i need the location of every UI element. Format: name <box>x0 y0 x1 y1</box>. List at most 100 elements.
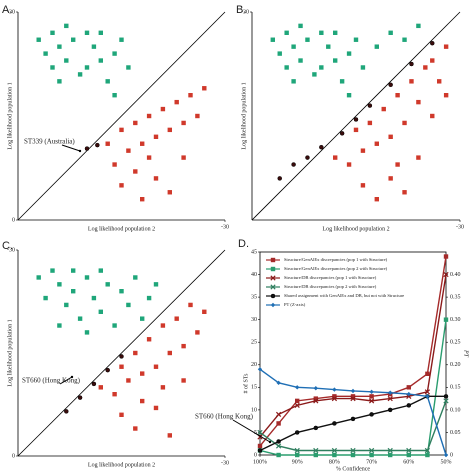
point <box>360 65 366 70</box>
point <box>119 37 124 42</box>
point <box>406 452 411 458</box>
point <box>346 93 352 98</box>
point <box>126 148 131 153</box>
point <box>91 295 97 301</box>
point <box>425 452 430 458</box>
point <box>276 421 281 426</box>
point <box>305 155 310 160</box>
point <box>350 388 356 394</box>
diagonal <box>251 11 461 221</box>
point <box>64 58 69 63</box>
point <box>368 447 375 454</box>
point <box>36 275 41 280</box>
point <box>424 447 431 454</box>
point <box>98 58 103 63</box>
arrow-head <box>268 440 272 444</box>
point <box>153 364 159 369</box>
y-axis-title: # of STs <box>242 373 249 394</box>
point <box>332 452 337 458</box>
point <box>388 452 393 458</box>
y-tick-label: 0 <box>254 452 257 458</box>
point <box>181 120 186 126</box>
point <box>437 79 442 84</box>
y-axis-title: Log likelihood population 1 <box>7 319 13 386</box>
y-tick-label: -30 <box>7 9 15 15</box>
legend-label: Structure/GenAlEx discrepancies (pop 2 w… <box>284 266 388 271</box>
point <box>153 176 159 181</box>
point <box>275 443 282 449</box>
panel-label: C. <box>2 240 13 252</box>
point <box>409 79 414 84</box>
point <box>77 316 83 321</box>
point <box>167 127 172 133</box>
point <box>425 394 430 399</box>
point <box>402 120 407 126</box>
point <box>181 378 186 383</box>
point <box>119 289 124 294</box>
point <box>112 51 117 56</box>
series-line <box>259 400 447 452</box>
point <box>146 113 152 119</box>
point <box>332 387 337 392</box>
point <box>416 23 421 29</box>
point <box>443 452 449 458</box>
x-tick-label: -30 <box>456 224 464 230</box>
point <box>360 183 366 188</box>
point <box>50 30 55 35</box>
point <box>423 65 428 70</box>
point <box>105 282 110 287</box>
point <box>353 117 359 122</box>
legend-marker <box>270 275 276 281</box>
point <box>119 183 124 188</box>
point <box>333 30 338 35</box>
point <box>295 385 300 390</box>
point <box>387 447 393 454</box>
point <box>332 421 337 426</box>
y2-tick-label: 0.35 <box>450 294 461 300</box>
diagonal <box>17 11 226 221</box>
point <box>295 398 300 404</box>
point <box>146 155 152 160</box>
point <box>346 162 352 167</box>
point <box>84 330 90 335</box>
point <box>443 93 449 98</box>
point <box>174 316 179 321</box>
y-tick-label: 30 <box>251 317 257 323</box>
y-tick-label: 40 <box>251 272 257 278</box>
panel-label: D. <box>238 238 249 250</box>
point <box>153 282 159 287</box>
point <box>430 113 435 119</box>
legend-label: Structure/DB discrepancies (pop 1 with S… <box>284 275 377 280</box>
y-axis-title: Log likelihood population 1 <box>7 82 13 149</box>
point <box>313 447 319 454</box>
x-tick-label: -30 <box>221 460 229 466</box>
point <box>146 295 152 301</box>
point <box>416 155 421 160</box>
point <box>368 398 375 404</box>
point <box>43 295 48 301</box>
legend-marker <box>270 257 276 263</box>
arrow-head <box>70 375 74 379</box>
point <box>126 302 131 308</box>
point <box>367 103 373 108</box>
point <box>36 37 41 42</box>
point <box>133 275 138 280</box>
point <box>369 389 374 395</box>
point <box>369 412 374 417</box>
point <box>367 120 373 126</box>
point <box>331 395 338 402</box>
y-tick-label: -30 <box>241 9 249 15</box>
point <box>406 403 412 408</box>
y-tick-label: 15 <box>251 385 257 391</box>
legend-marker <box>270 284 276 290</box>
point <box>50 268 55 273</box>
point <box>84 146 90 151</box>
point <box>305 37 310 42</box>
point <box>64 302 69 308</box>
y-tick-label: 35 <box>251 294 257 300</box>
panel-label: B. <box>236 4 246 16</box>
point <box>319 65 324 70</box>
point <box>443 254 449 259</box>
point <box>374 141 379 146</box>
point <box>388 30 393 35</box>
